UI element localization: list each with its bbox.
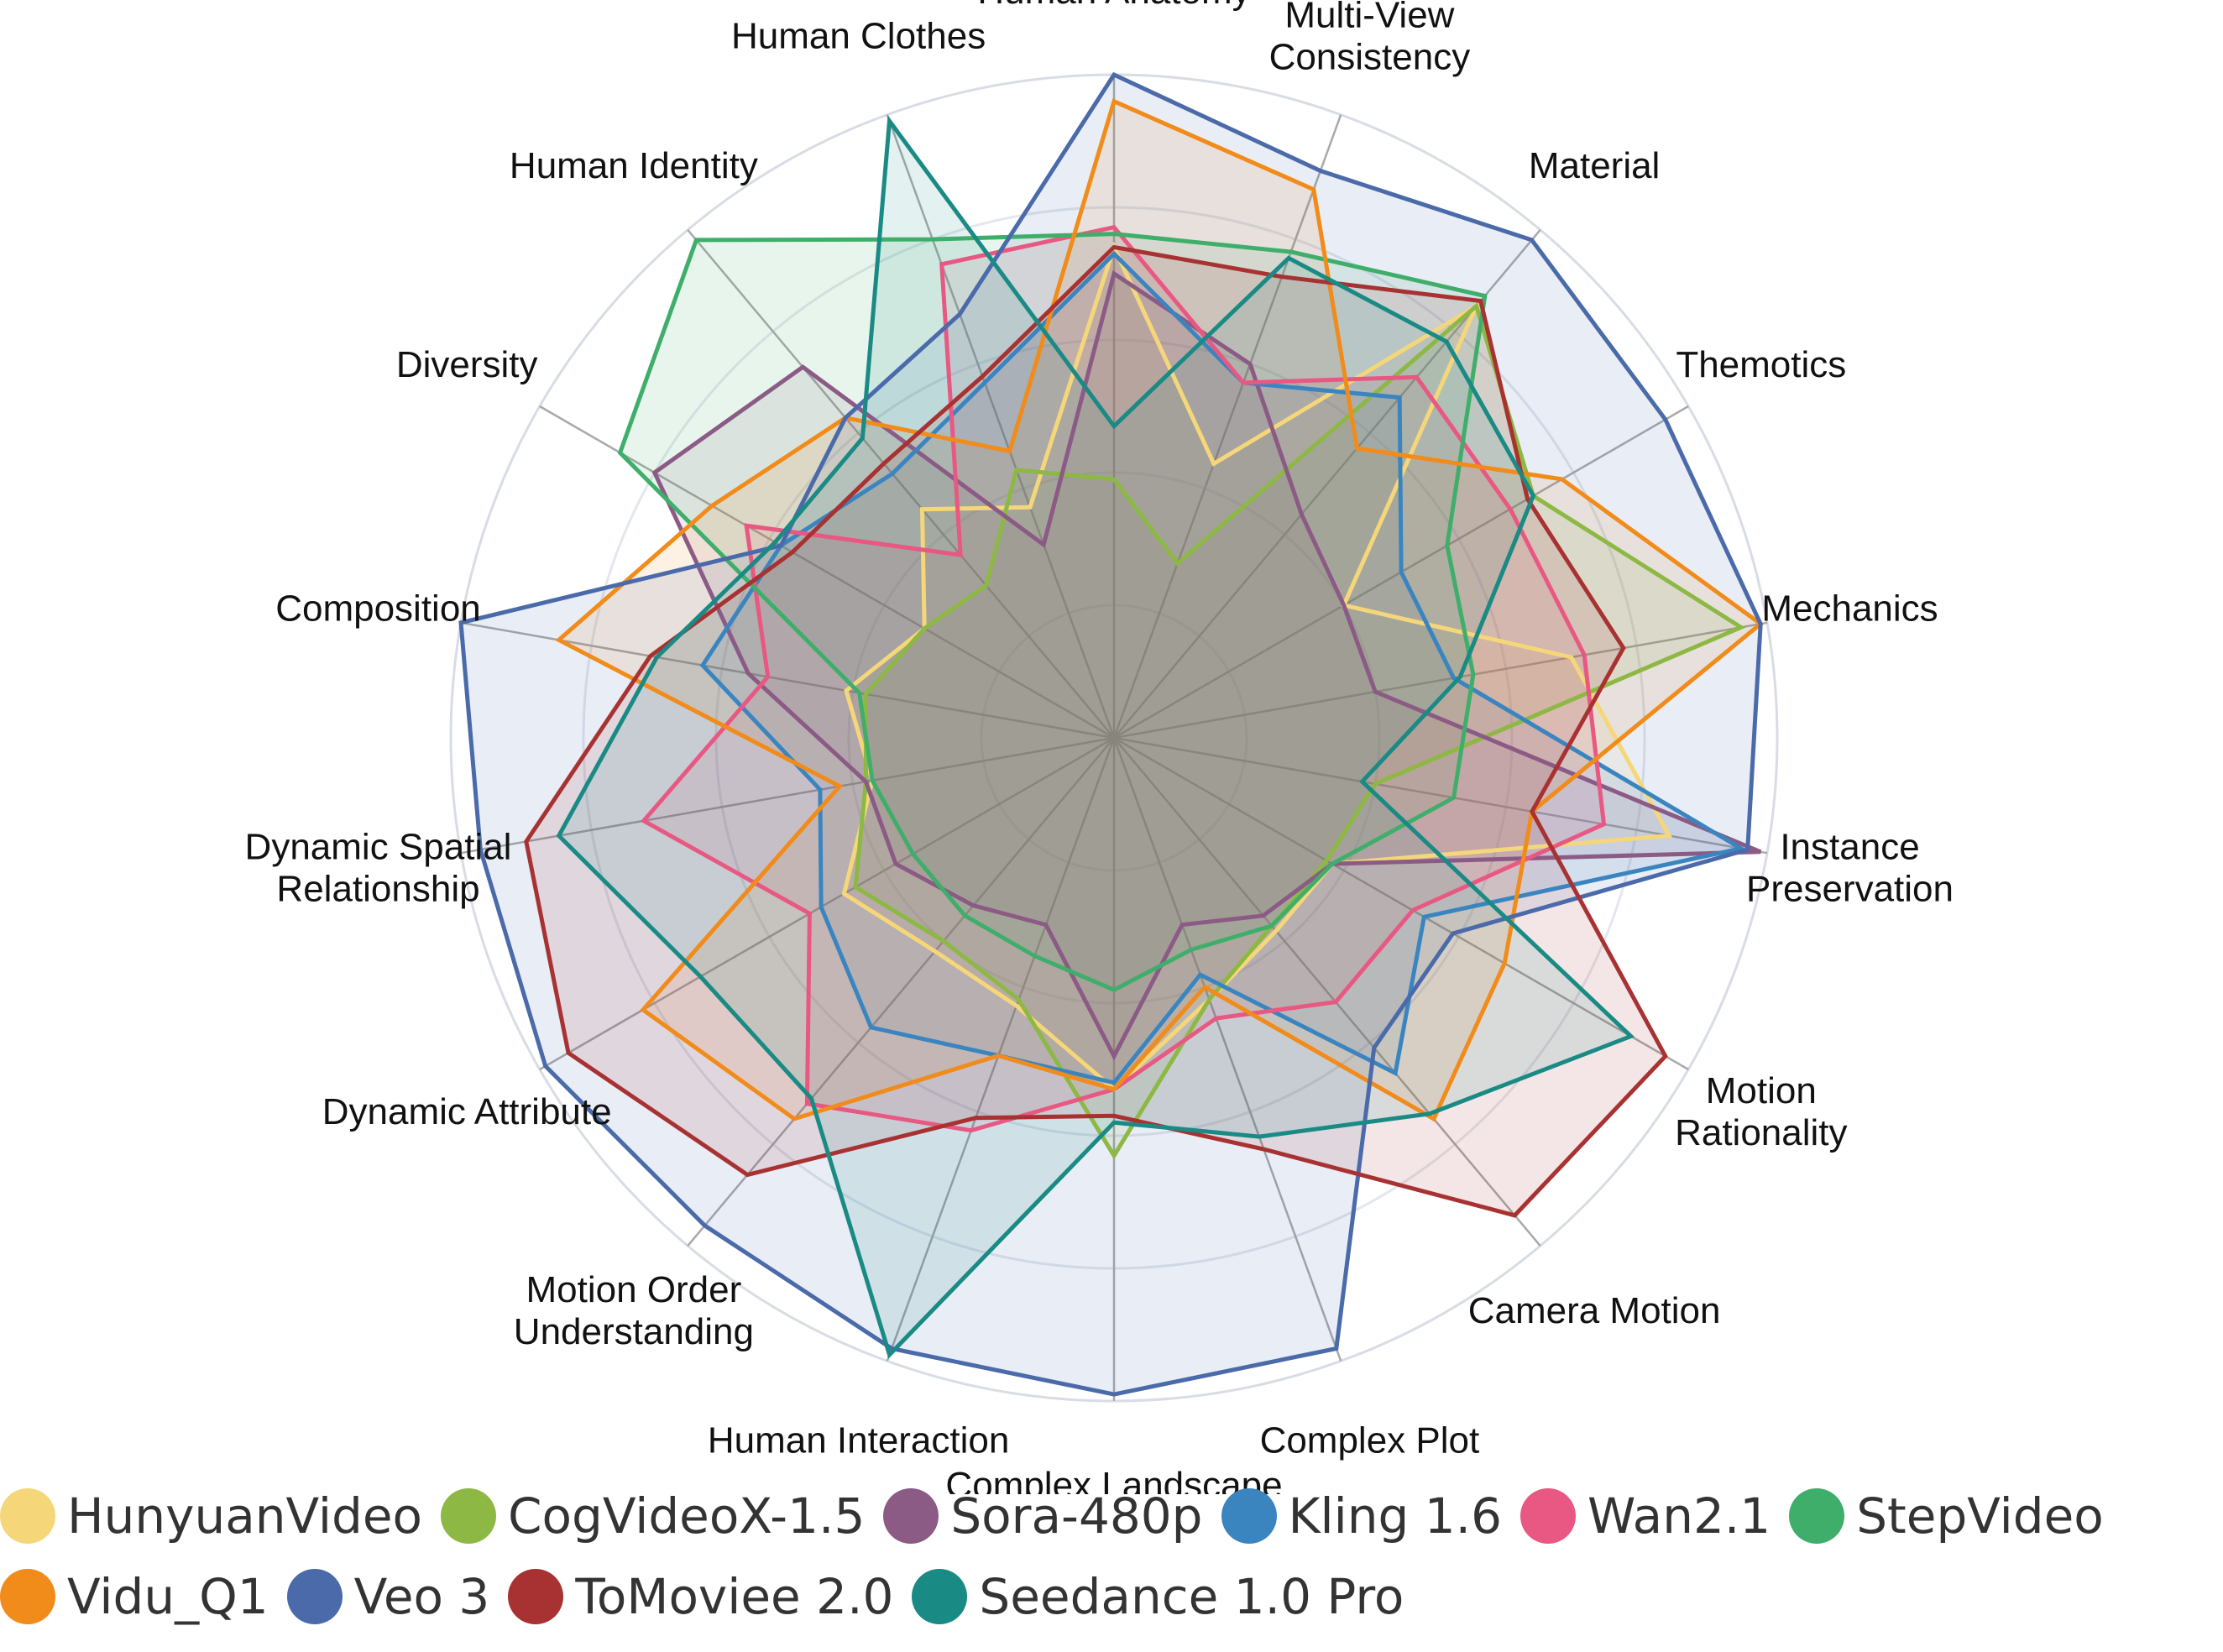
legend-item: CogVideoX-1.5 <box>441 1487 865 1545</box>
axis-spoke <box>687 737 1115 1247</box>
legend-label: Kling 1.6 <box>1288 1487 1503 1545</box>
legend-label: Vidu_Q1 <box>67 1568 269 1625</box>
legend-label: HunyuanVideo <box>67 1487 423 1545</box>
series-area-hunyuanvideo <box>844 247 1670 1090</box>
legend-label: Seedance 1.0 Pro <box>979 1568 1404 1625</box>
legend-swatch <box>912 1569 968 1624</box>
axis-label: Human Interaction <box>708 1419 1010 1461</box>
axis-spoke <box>460 621 1115 740</box>
legend-item: Sora-480p <box>883 1487 1203 1545</box>
axis-label: Dynamic Spatial Relationship <box>245 827 512 910</box>
series-line-veo-3 <box>458 71 1763 1397</box>
legend-row: HunyuanVideo CogVideoX-1.5 Sora-480p Kling … <box>0 1487 2122 1545</box>
legend-swatch <box>1520 1488 1577 1544</box>
axis-spoke <box>1113 736 1689 1071</box>
axis-spoke <box>1113 737 1541 1247</box>
series-area-cogvideox-1-5 <box>855 306 1741 1156</box>
legend-label: ToMoviee 2.0 <box>575 1568 894 1625</box>
legend-item: Vidu_Q1 <box>0 1568 269 1625</box>
series-area-sora-480p <box>654 274 1761 1057</box>
legend-swatch <box>441 1488 497 1544</box>
axis-label: Diversity <box>396 344 538 385</box>
series-area-tomoviee-2-0 <box>526 247 1666 1215</box>
series-area-seedance-1-0-pro <box>558 121 1631 1355</box>
series-line-tomoviee-2-0 <box>524 244 1668 1218</box>
legend-label: Wan2.1 <box>1587 1487 1771 1545</box>
axis-label: Multi-View Consistency <box>1269 0 1471 78</box>
legend-item: ToMoviee 2.0 <box>508 1568 893 1625</box>
legend-item: Wan2.1 <box>1520 1487 1771 1545</box>
series-line-seedance-1-0-pro <box>556 115 1635 1359</box>
axis-label: Human Anatomy <box>977 0 1250 12</box>
legend-label: Veo 3 <box>353 1568 490 1625</box>
axis-label: Camera Motion <box>1468 1290 1721 1331</box>
axis-spoke <box>687 229 1115 739</box>
axis-label: Complex Plot <box>1260 1419 1480 1461</box>
axis-label: Motion Order Understanding <box>514 1269 754 1352</box>
legend-label: Sora-480p <box>950 1487 1203 1545</box>
axis-label: Complex Landscape <box>945 1465 1282 1494</box>
legend-swatch <box>883 1488 939 1544</box>
axis-spoke <box>460 736 1115 855</box>
axis-label: Composition <box>275 588 481 630</box>
axis-spoke <box>539 405 1115 740</box>
series-line-vidu-q1 <box>555 98 1765 1122</box>
legend-swatch <box>1221 1488 1277 1544</box>
axis-spoke <box>539 736 1115 1071</box>
axis-spoke <box>1113 736 1768 855</box>
legend-label: StepVideo <box>1856 1487 2104 1545</box>
axis-label: Human Identity <box>510 145 758 186</box>
legend-swatch <box>0 1488 55 1544</box>
axis-spoke <box>886 737 1116 1362</box>
axis-spoke <box>1113 621 1768 740</box>
legend-row: Vidu_Q1 Veo 3 ToMoviee 2.0 Seedance 1.0 Pro <box>0 1568 1422 1625</box>
legend-label: CogVideoX-1.5 <box>508 1487 866 1545</box>
legend-item: Kling 1.6 <box>1221 1487 1503 1545</box>
axis-spoke <box>1112 737 1342 1362</box>
series-line-stepvideo <box>617 232 1488 992</box>
series-line-sora-480p <box>651 269 1762 1061</box>
axis-spoke <box>886 114 1116 739</box>
axis-label: Mechanics <box>1761 588 1938 630</box>
axis-spoke <box>1112 114 1342 739</box>
legend: HunyuanVideo CogVideoX-1.5 Sora-480p Kling … <box>0 1487 2223 1652</box>
legend-item: StepVideo <box>1789 1487 2104 1545</box>
series-area-kling-1-6 <box>702 254 1741 1083</box>
legend-swatch <box>286 1569 343 1624</box>
axis-label: Material <box>1529 145 1661 186</box>
axis-label: Instance Preservation <box>1746 827 1954 910</box>
legend-swatch <box>1789 1488 1845 1544</box>
axis-label: Human Clothes <box>731 16 986 57</box>
legend-item: HunyuanVideo <box>0 1487 422 1545</box>
axis-label: Motion Rationality <box>1675 1070 1847 1153</box>
axis-label: Dynamic Attribute <box>322 1091 612 1132</box>
legend-swatch <box>508 1569 564 1624</box>
legend-swatch <box>0 1569 55 1624</box>
legend-item: Seedance 1.0 Pro <box>912 1568 1404 1625</box>
axis-label: Themotics <box>1676 344 1846 385</box>
legend-item: Veo 3 <box>286 1568 490 1625</box>
